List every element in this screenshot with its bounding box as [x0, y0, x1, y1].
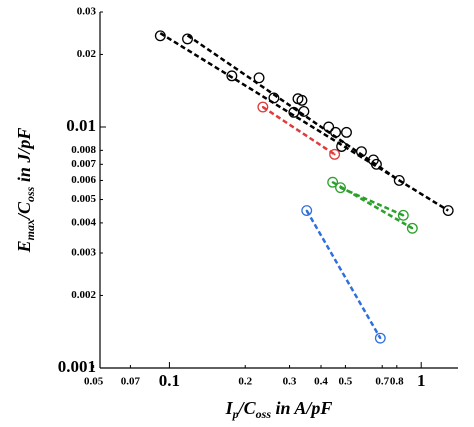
point — [393, 175, 405, 186]
x-axis-title-part: I — [225, 398, 234, 418]
point-center — [305, 209, 308, 212]
y-tick-label: 0.004 — [71, 216, 96, 228]
x-tick-label: 0.05 — [84, 376, 104, 388]
fit-line — [262, 105, 336, 156]
point — [268, 92, 280, 104]
point-center — [333, 153, 336, 156]
point — [323, 121, 335, 133]
y-tick-label: 0.002 — [71, 289, 96, 301]
point — [327, 176, 339, 188]
point — [330, 126, 342, 138]
point — [370, 158, 382, 170]
x-axis-title-part: oss — [256, 407, 272, 421]
point — [301, 205, 313, 217]
point-center — [379, 337, 382, 340]
point — [374, 332, 386, 344]
point — [298, 106, 310, 117]
y-tick-label: 0.005 — [71, 193, 96, 205]
fit-line — [339, 186, 404, 217]
point-center — [261, 106, 264, 109]
point — [253, 72, 265, 84]
point — [397, 209, 409, 221]
point — [257, 101, 269, 113]
x-tick-label: 0.5 — [339, 376, 353, 388]
point — [226, 70, 238, 82]
point-center — [339, 186, 342, 189]
x-axis-title-part: /C — [237, 398, 257, 418]
x-tick-label: 0.07 — [121, 376, 141, 388]
fit-line — [305, 209, 382, 339]
x-tick-label: 0.7 — [375, 376, 389, 388]
x-tick-label: 0.8 — [390, 376, 404, 388]
y-axis-title-part: E — [14, 240, 34, 253]
fit-line — [332, 181, 413, 230]
y-tick-label: 0.008 — [71, 144, 96, 156]
point-center — [331, 181, 334, 184]
y-tick-label: 0.003 — [71, 247, 96, 259]
x-tick-label: 0.3 — [283, 376, 297, 388]
x-tick-label: 0.4 — [314, 376, 328, 388]
x-axis-title-part: p — [232, 407, 239, 421]
y-tick-label: 0.007 — [71, 158, 96, 170]
point — [329, 148, 341, 160]
y-axis-title-part: in J/pF — [14, 128, 34, 187]
x-tick-label: 0.2 — [238, 376, 252, 388]
y-tick-label: 0.03 — [77, 6, 97, 18]
x-axis-title-part: in A/pF — [271, 398, 332, 418]
x-axis-title: Ip/Coss in A/pF — [225, 398, 333, 421]
point-center — [411, 227, 414, 230]
y-axis-title-part: /C — [14, 201, 34, 221]
y-tick-label: 0.02 — [77, 48, 97, 60]
point-center — [402, 214, 405, 217]
y-axis-title-part: oss — [23, 186, 37, 202]
y-axis-title-part: max — [23, 219, 37, 240]
point — [182, 33, 193, 45]
x-tick-label: 0.1 — [159, 371, 180, 390]
y-axis-title: Emax/Coss in J/pF — [14, 128, 37, 254]
point — [336, 141, 348, 152]
point — [335, 182, 346, 194]
x-tick-label: 1 — [417, 371, 426, 390]
y-tick-label: 0.006 — [71, 174, 96, 186]
point — [356, 146, 367, 158]
fit-line — [159, 32, 449, 212]
y-tick-label: 0.001 — [58, 357, 96, 376]
y-tick-label: 0.01 — [66, 116, 96, 135]
point — [341, 126, 352, 138]
point — [406, 222, 418, 234]
point — [154, 30, 166, 42]
point — [442, 205, 454, 217]
point — [296, 94, 308, 106]
